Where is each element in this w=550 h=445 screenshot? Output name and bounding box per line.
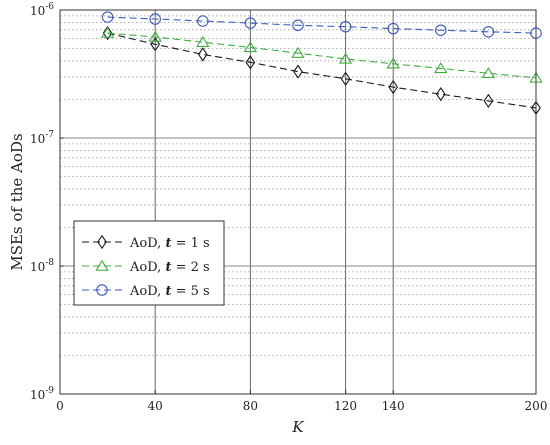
data-point-triangle [338,52,353,64]
legend-entry-1: AoD, t = 1 s [82,234,210,251]
grid [60,10,536,394]
series-line [107,16,537,34]
y-tick-label: 10-8 [30,258,54,274]
data-point-triangle [291,46,305,58]
y-axis-title: MSEs of the AoDs [8,133,26,270]
x-tick-label: 0 [56,399,64,413]
x-tick-label: 80 [243,399,258,413]
legend-marker-diamond [97,234,107,250]
axis-labels: K MSEs of the AoDs [8,133,304,436]
data-point-diamond [435,86,446,102]
data-point-diamond [388,79,399,95]
legend-marker-circle [96,284,108,296]
ticks: 0 40 80 120 140 200 10-9 10-8 10-7 10-6 [30,2,548,413]
series-line [107,32,537,109]
data-point-diamond [150,37,161,52]
legend-label: AoD, t = 1 s [129,236,210,251]
legend-label: AoD, t = 5 s [129,284,210,299]
x-tick-label: 200 [525,399,548,413]
legend: AoD, t = 1 s AoD, t = 2 s AoD, t = 5 s [73,220,225,306]
x-tick-label: 40 [148,399,163,413]
data-point-triangle [196,35,210,47]
series-1 [102,25,541,116]
legend-entry-3: AoD, t = 5 s [82,284,210,299]
data-point-circle [149,13,161,25]
plot-frame [59,9,537,395]
data-point-triangle [434,62,448,74]
legend-marker-triangle [95,259,109,271]
data-point-circle [435,24,447,36]
data-point-circle [387,22,399,35]
y-tick-label: 10-9 [30,386,54,402]
data-point-circle [292,19,304,32]
data-point-triangle [148,30,162,42]
y-tick-label: 10-7 [30,130,54,146]
data-point-diamond [102,25,113,41]
y-tick-label: 10-6 [30,2,54,18]
data-point-diamond [293,64,303,79]
data-point-circle [339,20,352,33]
data-point-circle [482,26,495,38]
data-point-triangle [100,26,115,38]
series-group [100,11,543,116]
data-point-diamond [340,71,351,86]
data-point-circle [244,17,257,29]
legend-box [73,220,225,306]
data-point-diamond [245,55,256,70]
legend-entry-2: AoD, t = 2 s [82,259,210,275]
series-2 [100,26,543,83]
data-point-triangle [243,41,258,53]
data-point-triangle [481,67,496,79]
x-tick-label: 120 [334,399,357,413]
data-point-triangle [386,57,400,69]
legend-label: AoD, t = 2 s [129,260,210,275]
data-point-diamond [483,93,494,109]
series-line [107,32,537,79]
data-point-circle [101,11,114,23]
data-point-diamond [197,47,208,62]
data-point-circle [197,15,209,27]
x-tick-label: 140 [382,399,405,413]
x-axis-title: K [291,418,304,436]
